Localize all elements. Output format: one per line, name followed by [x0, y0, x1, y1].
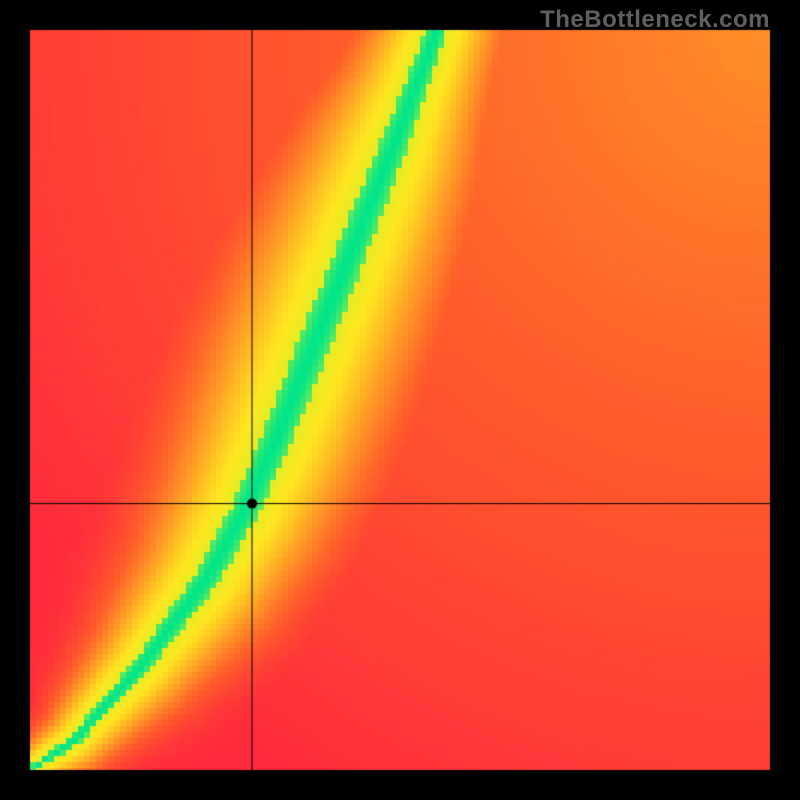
chart-container: TheBottleneck.com	[0, 0, 800, 800]
watermark-text: TheBottleneck.com	[540, 6, 770, 34]
bottleneck-heatmap-canvas	[0, 0, 800, 800]
